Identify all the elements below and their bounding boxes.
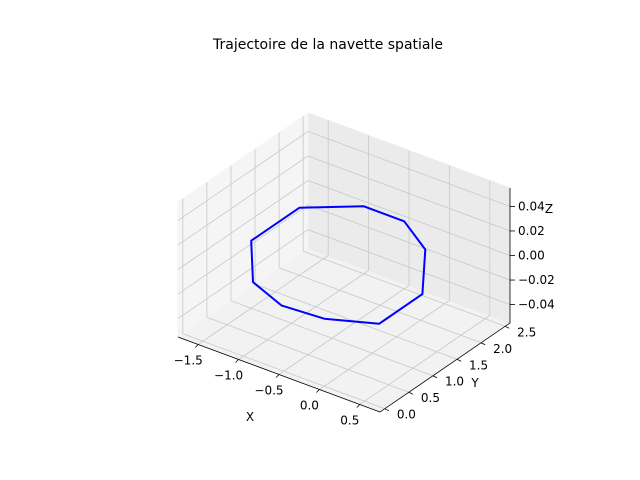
y-tick-mark: [384, 408, 389, 412]
x-tick-mark: [194, 344, 199, 348]
grid-floor-x: [359, 315, 491, 405]
grid-side-z: [177, 131, 309, 221]
tick-labels: −1.5 −1.0 −0.5 0.0 0.5 0.0 0.5 1.0 1.5 2.0 2.5 −0.0…: [174, 199, 555, 427]
grid-side-z: [177, 229, 309, 319]
y-axis-line: [379, 322, 511, 413]
y-axis-label: Y: [470, 376, 479, 390]
z-tick-label: 0.02: [518, 224, 545, 238]
y-tick-label: 2.5: [517, 325, 536, 339]
grid-lines: [177, 116, 511, 410]
x-tick-label: 0.0: [300, 399, 319, 413]
grid-side-z: [177, 180, 309, 270]
y-tick-label: 0.0: [397, 408, 416, 422]
grid-floor-y: [303, 250, 506, 327]
x-tick-mark: [316, 389, 320, 393]
grid-floor-y: [230, 300, 434, 377]
grid-back-z: [307, 204, 511, 281]
y-tick-label: 1.5: [469, 358, 488, 372]
y-tick-mark: [432, 375, 438, 379]
series-line-0: [250, 205, 427, 325]
grid-floor-y: [182, 333, 385, 410]
series-layer: [250, 205, 427, 325]
x-axis-label: X: [246, 410, 254, 424]
grid-floor-x: [278, 285, 410, 375]
x-tick-label: −1.0: [214, 369, 243, 383]
x-tick-mark: [235, 359, 239, 363]
z-tick-label: 0.00: [518, 249, 545, 263]
y-tick-label: 2.0: [493, 342, 512, 356]
grid-back-z: [307, 229, 511, 305]
grid-back-z: [307, 155, 511, 232]
z-axis-label: Z: [545, 202, 553, 216]
z-tick-label: −0.02: [518, 273, 555, 287]
grid-side-z: [177, 204, 309, 295]
grid-back-z: [307, 131, 511, 207]
grid-floor-x: [319, 300, 450, 390]
y-tick-mark: [480, 342, 486, 346]
x-tick-mark: [356, 404, 361, 408]
grid-floor-y: [206, 316, 410, 393]
x-tick-mark: [275, 374, 280, 378]
y-tick-label: 1.0: [445, 375, 464, 389]
grid-floor-x: [238, 270, 369, 360]
y-tick-mark: [408, 391, 414, 395]
chart-title: Trajectoire de la navette spatiale: [212, 37, 443, 53]
y-tick-mark: [456, 358, 462, 362]
grid-side-z: [177, 155, 309, 246]
grid-back-z: [307, 180, 511, 256]
z-tick-label: −0.04: [518, 298, 555, 312]
x-tick-label: −0.5: [254, 384, 283, 398]
x-tick-label: −1.5: [174, 354, 203, 368]
grid-floor-y: [278, 267, 482, 344]
x-tick-label: 0.5: [340, 414, 359, 428]
y-tick-label: 0.5: [421, 391, 440, 405]
grid-floor-x: [197, 255, 329, 345]
axes-panes: [176, 112, 512, 413]
z-tick-label: 0.04: [518, 199, 545, 213]
y-tick-mark: [505, 325, 510, 329]
